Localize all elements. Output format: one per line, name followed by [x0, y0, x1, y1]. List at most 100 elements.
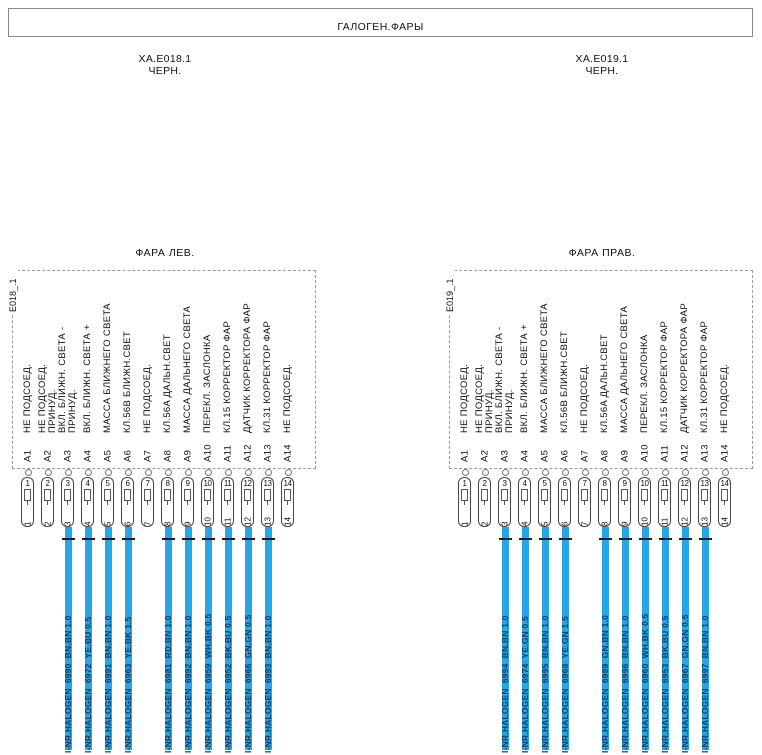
pin-function-label: МАССА ДАЛЬНЕГО СВЕТА	[619, 270, 630, 433]
pin-function-label: НЕ ПОДСОЕД.	[719, 270, 730, 433]
terminal-stem	[87, 501, 88, 505]
wire-label: I-NR.HALOGEN 6991 BN.BN 1.0	[103, 615, 113, 753]
terminal-symbol	[64, 489, 71, 501]
terminal-stem	[584, 501, 585, 505]
wire-tick	[598, 538, 612, 540]
pin-id-label: A12	[242, 444, 254, 462]
wire-tick	[698, 538, 712, 540]
wire-tick	[261, 538, 275, 540]
wire	[541, 527, 549, 750]
wire-tick	[618, 538, 632, 540]
pin-contact-circle	[164, 469, 172, 476]
pin-function-line: НЕ ПОДСОЕД.	[282, 363, 293, 433]
pin-contact-circle	[681, 469, 689, 476]
wire-tick	[161, 538, 175, 540]
pin-function-label: КЛ.56A ДАЛЬН.СВЕТ	[162, 270, 173, 433]
wire	[84, 527, 92, 750]
pin-function-line: НЕ ПОДСОЕД.	[459, 363, 470, 433]
wire-label: I-NR.HALOGEN 6963 YE.BK 1.5	[123, 616, 133, 754]
pin-number-rotated: 5	[540, 521, 549, 526]
wire-label: I-NR.HALOGEN 6959 WH.BK 0.5	[203, 613, 213, 753]
terminal-stem	[247, 501, 248, 505]
pin-function-label: НЕ ПОДСОЕД. ПРИНУД.	[37, 270, 58, 433]
wire-label: I-NR.HALOGEN 6997 BN.BN 1.0	[700, 615, 710, 753]
pin-number-rotated: 12	[243, 517, 252, 526]
pin-id-label: A2	[42, 449, 54, 462]
pin-number-rotated: 9	[183, 521, 192, 526]
pin-contact-circle	[581, 469, 589, 476]
pin-function-line: КЛ.31 КОРРЕКТОР ФАР	[699, 320, 710, 433]
wire-tick	[221, 538, 235, 540]
connector-color-label: ЧЕРН.	[148, 64, 182, 77]
pin-capsule: 11 11	[221, 477, 234, 527]
pin-function-line: НЕ ПОДСОЕД.	[719, 363, 730, 433]
pin-number-rotated: 9	[620, 521, 629, 526]
pin-contact-circle	[641, 469, 649, 476]
terminal-stem	[147, 501, 148, 505]
terminal-stem	[167, 501, 168, 505]
pin-function-label: ПЕРЕКЛ. ЗАСЛОНКА	[202, 270, 213, 433]
pin-number: 4	[85, 479, 90, 488]
terminal-symbol	[521, 489, 528, 501]
wire	[64, 527, 72, 750]
terminal-stem	[664, 501, 665, 505]
pin-id-label: A4	[519, 449, 531, 462]
terminal-stem	[704, 501, 705, 505]
pin-number-rotated: 11	[223, 517, 232, 526]
pin-contact-circle	[144, 469, 152, 476]
pin-function-label: ДАТЧИК КОРРЕКТОРА ФАР	[242, 270, 253, 433]
title-bar: ГАЛОГЕН.ФАРЫ	[8, 8, 753, 37]
pin-function-line: НЕ ПОДСОЕД.	[142, 363, 153, 433]
pin-id-label: A6	[122, 449, 134, 462]
wire	[184, 527, 192, 750]
pin-id-label: A6	[559, 449, 571, 462]
pin-function-line: КЛ.56A ДАЛЬН.СВЕТ	[599, 334, 610, 433]
wire-label: I-NR.HALOGEN 6993 BN.BN 1.0	[263, 615, 273, 753]
pin-id-label: A9	[182, 449, 194, 462]
wire	[124, 527, 132, 750]
connector-color-label: ЧЕРН.	[585, 64, 619, 77]
pin-number: 5	[542, 479, 547, 488]
terminal-stem	[464, 501, 465, 505]
wire	[561, 527, 569, 750]
pin-function-label: НЕ ПОДСОЕД.	[142, 270, 153, 433]
pin-function-line: МАССА БЛИЖНЕГО СВЕТА	[539, 303, 550, 433]
pin-contact-circle	[264, 469, 272, 476]
terminal-symbol	[661, 489, 668, 501]
pin-number-rotated: 13	[700, 517, 709, 526]
connector-block-left: XA.E018.1 ЧЕРН. ФАРА ЛЕВ. E018_.1 НЕ ПОДСОЕД…	[8, 0, 318, 755]
terminal-symbol	[164, 489, 171, 501]
pin-function-line: КЛ.15 КОРРЕКТОР ФАР	[659, 320, 670, 433]
wire-label: I-NR.HALOGEN 6952 BK.BU 0.5	[223, 615, 233, 753]
wire-tick	[201, 538, 215, 540]
pin-number: 10	[640, 479, 649, 488]
pin-contact-circle	[204, 469, 212, 476]
wire	[521, 527, 529, 750]
pin-id-label: A10	[639, 444, 651, 462]
wire-tick	[638, 538, 652, 540]
pin-number: 10	[203, 479, 212, 488]
pin-contact-circle	[104, 469, 112, 476]
pin-function-label: КЛ.15 КОРРЕКТОР ФАР	[222, 270, 233, 433]
connector-block-right: XA.E019.1 ЧЕРН. ФАРА ПРАВ. E019_.1 НЕ ПОДСОЕ…	[445, 0, 755, 755]
pin-function-label: НЕ ПОДСОЕД.	[579, 270, 590, 433]
pin-number: 1	[462, 479, 467, 488]
wire-tick	[81, 538, 95, 540]
pin-number-rotated: 6	[123, 521, 132, 526]
wire-tick	[678, 538, 692, 540]
pin-capsule: 10 10	[638, 477, 651, 527]
wire	[601, 527, 609, 750]
pin-function-label: МАССА БЛИЖНЕГО СВЕТА	[102, 270, 113, 433]
wire-label: I-NR.HALOGEN 6968 YE.GN 1.5	[560, 616, 570, 753]
wire-tick	[61, 538, 75, 540]
pin-id-label: A3	[62, 449, 74, 462]
pin-id-label: A11	[659, 444, 671, 462]
pin-function-label: КЛ.56B БЛИЖН.СВЕТ	[559, 270, 570, 433]
